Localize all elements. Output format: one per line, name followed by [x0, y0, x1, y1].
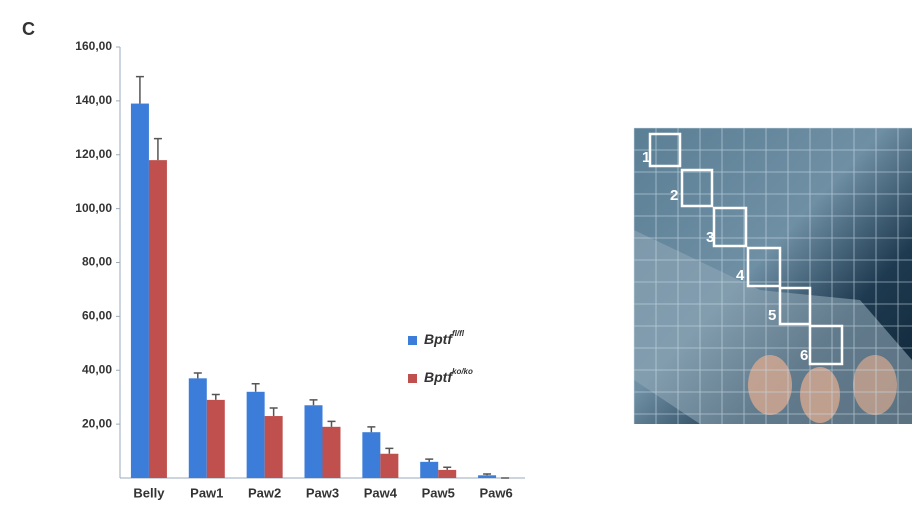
legend-swatch [408, 374, 417, 383]
x-tick-label: Paw1 [190, 485, 223, 500]
error-bar [269, 407, 278, 417]
error-bar [327, 420, 336, 427]
error-bar [153, 137, 162, 161]
y-tick-label: 60,00 [82, 309, 112, 323]
bar [438, 469, 457, 478]
legend-swatch [408, 336, 417, 345]
y-tick-label: 80,00 [82, 255, 112, 269]
error-bar [425, 458, 434, 462]
legend-superscript: fl/fl [452, 329, 465, 338]
square-label: 2 [670, 187, 678, 204]
y-tick-label: 160,00 [75, 39, 112, 53]
y-tick-label: 20,00 [82, 416, 112, 430]
bar [322, 426, 341, 478]
bar [246, 391, 265, 478]
bar [206, 399, 225, 478]
y-tick-label: 100,00 [75, 201, 112, 215]
error-bar [367, 426, 376, 433]
legend-superscript: ko/ko [452, 367, 473, 376]
x-tick-label: Paw4 [364, 485, 398, 500]
error-bar [251, 382, 260, 392]
bar [188, 378, 207, 478]
square-label: 6 [800, 347, 808, 364]
error-bar [211, 393, 220, 400]
x-tick-label: Paw2 [248, 485, 281, 500]
legend-label: Bptffl/fl [424, 329, 465, 347]
panel-label: C [22, 19, 35, 39]
legend-name: Bptf [424, 369, 453, 385]
toe [853, 355, 897, 415]
y-tick-label: 40,00 [82, 362, 112, 376]
error-bar [309, 399, 318, 406]
bar [380, 453, 399, 478]
error-bar [443, 466, 452, 470]
legend-label: Bptfko/ko [424, 367, 473, 385]
toe [748, 355, 792, 415]
legend-name: Bptf [424, 331, 453, 347]
error-bar [385, 447, 394, 454]
square-label: 1 [642, 149, 650, 166]
toe [800, 367, 840, 423]
bar [420, 461, 439, 478]
bar [478, 475, 497, 478]
bar [304, 405, 323, 478]
bar [362, 432, 381, 478]
error-bar [483, 473, 492, 476]
square-label: 3 [706, 229, 714, 246]
y-tick-label: 140,00 [75, 93, 112, 107]
bar [130, 103, 149, 478]
paw-shape [634, 230, 912, 424]
square-label: 4 [736, 267, 745, 284]
x-tick-label: Paw5 [422, 485, 455, 500]
x-tick-label: Paw3 [306, 485, 339, 500]
square-label: 5 [768, 307, 776, 324]
error-bar [135, 75, 144, 104]
bar [264, 416, 283, 478]
bar [148, 160, 167, 478]
y-tick-label: 120,00 [75, 147, 112, 161]
paw-photo [633, 127, 912, 424]
error-bar [193, 372, 202, 379]
x-tick-label: Belly [133, 485, 165, 500]
photo-grid [633, 127, 912, 424]
staircase [648, 132, 844, 366]
x-tick-label: Paw6 [479, 485, 512, 500]
